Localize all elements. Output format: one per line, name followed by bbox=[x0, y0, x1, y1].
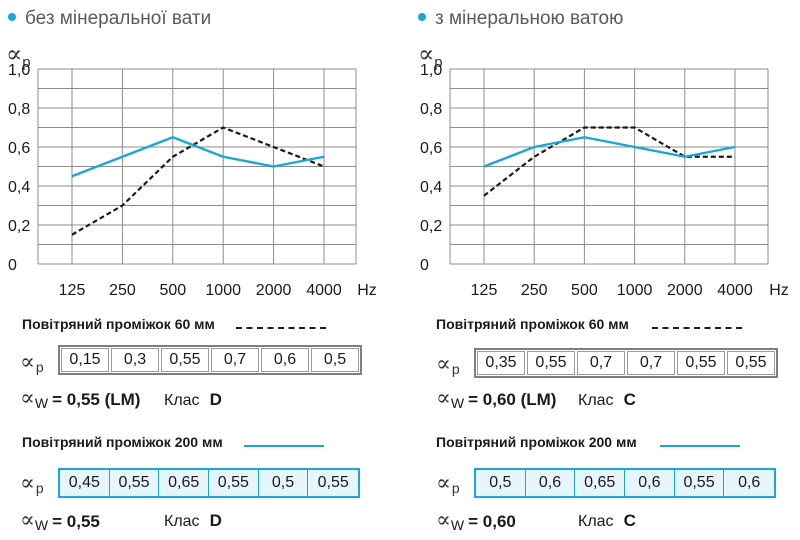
values-row-60: 0,15 0,3 0,55 0,7 0,6 0,5 bbox=[58, 345, 362, 375]
alpha-p-symbol: ∝p bbox=[436, 471, 460, 496]
panel-title-text: з мінеральною ватою bbox=[435, 8, 624, 29]
value-cell: 0,55 bbox=[161, 348, 209, 372]
class-rating: Клас C bbox=[578, 511, 636, 530]
series-line-60mm bbox=[71, 126, 325, 236]
legend-dashed-line bbox=[652, 327, 742, 329]
value-cell: 0,3 bbox=[111, 348, 159, 372]
class-rating: Клас D bbox=[164, 390, 222, 409]
panel-title: без мінеральної вати bbox=[8, 8, 211, 30]
y-tick-label: 0 bbox=[420, 257, 429, 274]
legend-solid-line bbox=[660, 445, 740, 447]
y-tick-label: 0,8 bbox=[420, 101, 442, 118]
alpha-p-symbol: ∝p bbox=[20, 350, 44, 375]
panel-without-mineral-wool: без мінеральної вати 0 0,2 0,4 0,6 0,8 1,0 ∝p 1… bbox=[6, 8, 377, 533]
absorption-chart: 0 0,2 0,4 0,6 0,8 1,0∝p 125 250 500 1000 2000 4000 H… bbox=[418, 40, 789, 299]
value-cell: 0,65 bbox=[159, 470, 210, 496]
y-tick-label: 1,0 bbox=[8, 62, 30, 79]
alpha-w-rating: ∝W = 0,55 bbox=[20, 508, 100, 533]
x-tick-label: 250 bbox=[521, 282, 548, 299]
bullet-icon bbox=[418, 12, 426, 21]
air-gap-200-label: Повітряний проміжок 200 мм bbox=[436, 434, 637, 450]
value-cell: 0,6 bbox=[261, 348, 309, 372]
value-cell: 0,55 bbox=[308, 470, 359, 496]
value-cell: 0,7 bbox=[211, 348, 259, 372]
panel-title: з мінеральною ватою bbox=[418, 8, 623, 30]
value-cell: 0,15 bbox=[61, 348, 109, 372]
y-tick-label: 0,4 bbox=[420, 179, 442, 196]
values-row-200: 0,45 0,55 0,65 0,55 0,5 0,55 bbox=[58, 468, 360, 498]
x-tick-label: 4000 bbox=[306, 282, 342, 299]
alpha-w-rating: ∝W = 0,60 (LM) bbox=[436, 386, 557, 411]
x-tick-label: 4000 bbox=[717, 282, 753, 299]
y-axis-label: ∝p bbox=[6, 40, 31, 71]
value-cell: 0,5 bbox=[311, 348, 359, 372]
class-rating: Клас C bbox=[578, 390, 636, 409]
y-tick-label: 0,6 bbox=[8, 140, 30, 157]
y-tick-label: 0,4 bbox=[8, 179, 30, 196]
x-tick-label: 250 bbox=[109, 282, 136, 299]
values-row-200: 0,5 0,6 0,65 0,6 0,55 0,6 bbox=[474, 468, 776, 498]
value-cell: 0,55 bbox=[109, 470, 160, 496]
y-tick-label: 0,6 bbox=[420, 140, 442, 157]
x-tick-label: 125 bbox=[59, 282, 86, 299]
bullet-icon bbox=[8, 12, 16, 21]
class-rating: Клас D bbox=[164, 511, 222, 530]
absorption-chart: 0 0,2 0,4 0,6 0,8 1,0∝p 125 250 500 1000 2000 4000 H… bbox=[6, 40, 377, 299]
alpha-p-symbol: ∝p bbox=[436, 352, 460, 377]
x-tick-label: 500 bbox=[159, 282, 186, 299]
air-gap-60-label: Повітряний проміжок 60 мм bbox=[22, 316, 215, 332]
value-cell: 0,5 bbox=[476, 470, 526, 496]
legend-solid-line bbox=[244, 445, 324, 447]
value-cell: 0,7 bbox=[627, 351, 675, 375]
x-tick-label: 1000 bbox=[617, 282, 653, 299]
value-cell: 0,5 bbox=[258, 470, 309, 496]
value-cell: 0,55 bbox=[727, 351, 775, 375]
panel-with-mineral-wool: з мінеральною ватою 0 0,2 0,4 0,6 0,8 1,0 ∝p 12… bbox=[410, 0, 800, 540]
alpha-p-symbol: ∝p bbox=[20, 471, 44, 496]
values-row-60: 0,35 0,55 0,7 0,7 0,55 0,55 bbox=[474, 348, 778, 378]
alpha-w-rating: ∝W = 0,55 (LM) bbox=[20, 386, 141, 411]
series-line-200mm bbox=[483, 136, 736, 168]
value-cell: 0,55 bbox=[527, 351, 575, 375]
x-axis-label: Hz bbox=[769, 282, 789, 299]
value-cell: 0,55 bbox=[677, 351, 725, 375]
x-tick-label: 500 bbox=[571, 282, 598, 299]
x-axis-label: Hz bbox=[357, 282, 377, 299]
y-tick-label: 0 bbox=[8, 257, 17, 274]
x-tick-label: 125 bbox=[471, 282, 498, 299]
value-cell: 0,7 bbox=[577, 351, 625, 375]
value-cell: 0,55 bbox=[209, 470, 259, 496]
value-cell: 0,55 bbox=[674, 470, 725, 496]
value-cell: 0,65 bbox=[575, 470, 626, 496]
value-cell: 0,6 bbox=[724, 470, 775, 496]
y-tick-label: 0,2 bbox=[420, 218, 442, 235]
alpha-w-rating: ∝W = 0,60 bbox=[436, 508, 516, 533]
y-tick-label: 1,0 bbox=[420, 62, 442, 79]
x-tick-label: 2000 bbox=[256, 282, 292, 299]
series-line-60mm bbox=[483, 126, 735, 197]
value-cell: 0,35 bbox=[477, 351, 525, 375]
air-gap-60-label: Повітряний проміжок 60 мм bbox=[436, 316, 629, 332]
x-tick-label: 2000 bbox=[667, 282, 703, 299]
value-cell: 0,6 bbox=[525, 470, 576, 496]
value-cell: 0,45 bbox=[60, 470, 110, 496]
y-tick-label: 0,2 bbox=[8, 218, 30, 235]
value-cell: 0,6 bbox=[625, 470, 675, 496]
legend-dashed-line bbox=[236, 327, 326, 329]
y-tick-label: 0,8 bbox=[8, 101, 30, 118]
y-axis-label: ∝p bbox=[418, 40, 443, 71]
series-line-200mm bbox=[71, 136, 325, 178]
panel-title-text: без мінеральної вати bbox=[25, 8, 212, 29]
x-tick-label: 1000 bbox=[205, 282, 241, 299]
air-gap-200-label: Повітряний проміжок 200 мм bbox=[22, 434, 223, 450]
